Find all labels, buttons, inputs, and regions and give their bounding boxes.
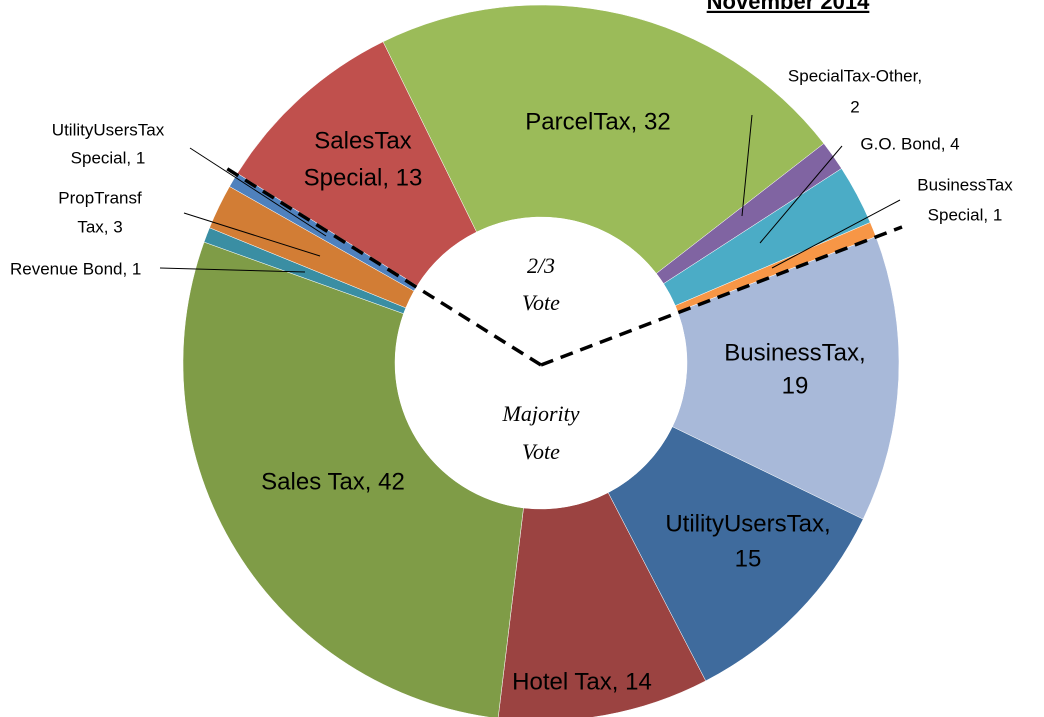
data-label: Special, 1 [71,148,146,167]
leader-line [771,199,901,269]
leader-line [159,267,306,273]
data-label: BusinessTax, [724,339,865,366]
data-label: ParcelTax, 32 [525,108,670,135]
data-label: Sales Tax, 42 [261,468,405,495]
data-label: 19 [782,372,809,399]
data-label: SpecialTax-Other, [788,66,922,85]
data-label: SalesTax [314,127,411,154]
data-label: Hotel Tax, 14 [512,668,652,695]
data-label: 2 [850,97,859,116]
data-label: UtilityUsersTax [52,120,165,139]
data-label: PropTransf [58,188,142,207]
leader-line [741,114,753,217]
annotation: 2/3 [527,253,555,278]
data-label: G.O. Bond, 4 [860,134,959,153]
slices [182,4,900,717]
data-label: Tax, 3 [77,217,122,236]
leader-line [759,145,843,244]
annotation: Vote [522,439,560,464]
annotation: Vote [522,290,560,315]
annotation: Majority [502,401,580,426]
data-label: Special, 1 [928,205,1003,224]
divider [540,225,903,367]
leader-line [183,212,321,257]
data-label: 15 [735,545,762,572]
chart-title: November 2014 [707,0,870,14]
data-label: BusinessTax [917,175,1013,194]
data-label: Revenue Bond, 1 [10,259,141,278]
leader-line [189,147,327,237]
data-label: UtilityUsersTax, [665,510,830,537]
data-label: Special, 13 [304,164,423,191]
